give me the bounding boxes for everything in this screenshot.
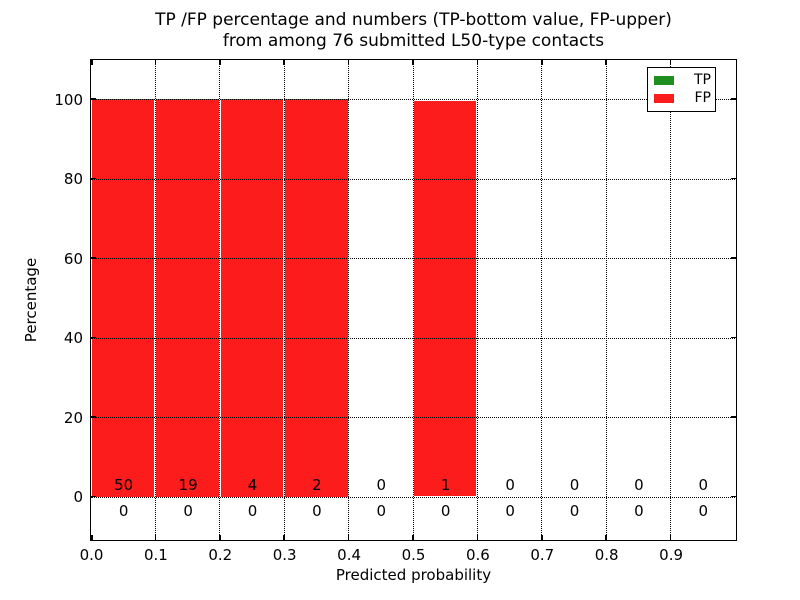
x-tick-bottom xyxy=(541,535,543,540)
fp-count-label: 0 xyxy=(698,476,709,494)
fp-bar xyxy=(285,99,348,497)
y-tick-label: 60 xyxy=(63,249,83,268)
v-gridline-08 xyxy=(605,60,607,539)
x-tick-bottom xyxy=(605,535,607,540)
y-tick-label: 40 xyxy=(63,329,83,347)
y-tick-left xyxy=(91,177,96,180)
tp-count-label: 0 xyxy=(634,502,644,520)
x-tick-label: 0.4 xyxy=(337,546,362,564)
legend-item-tp: TP xyxy=(654,73,711,88)
x-tick-top xyxy=(347,60,350,65)
chart-title-block: TP /FP percentage and numbers (TP-bottom… xyxy=(90,10,737,52)
x-tick-label: 0.2 xyxy=(208,546,233,564)
fp-count-label: 4 xyxy=(247,476,258,494)
fp-count-label: 1 xyxy=(440,476,451,494)
v-gridline-03 xyxy=(283,60,285,539)
tp-count-label: 0 xyxy=(376,502,387,520)
v-gridline-05 xyxy=(412,60,414,539)
x-tick-bottom xyxy=(669,535,672,540)
y-tick-label: 0 xyxy=(73,488,83,506)
fp-count-label: 2 xyxy=(312,476,322,494)
x-tick-top xyxy=(669,60,672,65)
fp-bar xyxy=(156,99,219,497)
fp-bar xyxy=(92,99,155,497)
x-tick-label: 0.6 xyxy=(465,546,490,564)
tp-legend-swatch xyxy=(654,76,674,85)
x-tick-bottom xyxy=(283,535,285,540)
x-tick-label: 0.1 xyxy=(143,546,168,564)
fp-count-label: 0 xyxy=(505,476,515,494)
v-gridline-07 xyxy=(541,60,543,539)
y-tick-left xyxy=(91,416,96,418)
tp-count-label: 0 xyxy=(569,502,580,520)
fp-bar xyxy=(414,100,477,497)
y-tick-right xyxy=(731,177,736,180)
y-tick-left xyxy=(91,257,96,259)
y-tick-left xyxy=(91,495,96,498)
y-tick-right xyxy=(731,495,736,498)
x-tick-label: 0.5 xyxy=(401,546,426,564)
legend-item-fp: FP xyxy=(654,91,711,106)
y-tick-right xyxy=(731,98,736,100)
tp-count-label: 0 xyxy=(247,502,258,520)
x-tick-label: 0.3 xyxy=(272,546,297,564)
v-gridline-01 xyxy=(154,60,156,539)
fp-bar xyxy=(220,99,284,497)
fp-count-label: 0 xyxy=(376,476,387,494)
fp-count-label: 50 xyxy=(114,476,134,494)
y-tick-left xyxy=(91,98,96,100)
x-tick-label: 0.7 xyxy=(530,546,555,564)
tp-count-label: 0 xyxy=(698,502,709,520)
x-tick-label: 0.0 xyxy=(79,546,104,564)
v-gridline-09 xyxy=(670,60,672,539)
x-tick-bottom xyxy=(219,535,221,540)
fp-count-label: 19 xyxy=(178,476,198,494)
y-tick-label: 80 xyxy=(63,170,83,188)
tp-legend-label: TP xyxy=(694,72,711,88)
x-tick-top xyxy=(412,60,414,65)
tp-count-label: 0 xyxy=(312,502,322,520)
x-tick-top xyxy=(476,60,479,65)
fp-count-label: 0 xyxy=(634,476,644,494)
x-tick-bottom xyxy=(154,535,157,540)
fp-count-label: 0 xyxy=(569,476,580,494)
y-tick-right xyxy=(731,257,736,259)
y-tick-right xyxy=(731,336,736,339)
tp-count-label: 0 xyxy=(118,502,129,520)
chart-subtitle: from among 76 submitted L50-type contact… xyxy=(222,31,605,51)
x-tick-top xyxy=(283,60,285,65)
tp-count-label: 0 xyxy=(440,502,451,520)
chart-title: TP /FP percentage and numbers (TP-bottom… xyxy=(155,10,672,30)
v-gridline-04 xyxy=(348,60,350,539)
y-tick-label: 20 xyxy=(63,408,83,427)
legend: TP FP xyxy=(647,67,716,112)
x-tick-bottom xyxy=(476,535,479,540)
fp-legend-swatch xyxy=(654,94,674,103)
x-tick-bottom xyxy=(412,535,414,540)
y-tick-right xyxy=(731,416,736,418)
plot-area xyxy=(90,59,737,541)
x-tick-bottom xyxy=(91,535,93,540)
x-tick-top xyxy=(541,60,543,65)
y-tick-label: 100 xyxy=(54,90,83,109)
x-tick-top xyxy=(219,60,221,65)
x-tick-label: 0.8 xyxy=(594,546,619,564)
x-tick-top xyxy=(91,60,93,65)
x-axis-label: Predicted probability xyxy=(335,566,492,584)
x-tick-top xyxy=(154,60,157,65)
v-gridline-06 xyxy=(476,60,478,539)
x-tick-bottom xyxy=(347,535,350,540)
tp-count-label: 0 xyxy=(183,502,193,520)
x-tick-label: 0.9 xyxy=(659,546,684,564)
v-gridline-02 xyxy=(219,60,221,539)
fp-legend-label: FP xyxy=(694,90,712,106)
x-tick-top xyxy=(605,60,607,65)
y-tick-left xyxy=(91,336,96,339)
tp-count-label: 0 xyxy=(505,502,515,520)
